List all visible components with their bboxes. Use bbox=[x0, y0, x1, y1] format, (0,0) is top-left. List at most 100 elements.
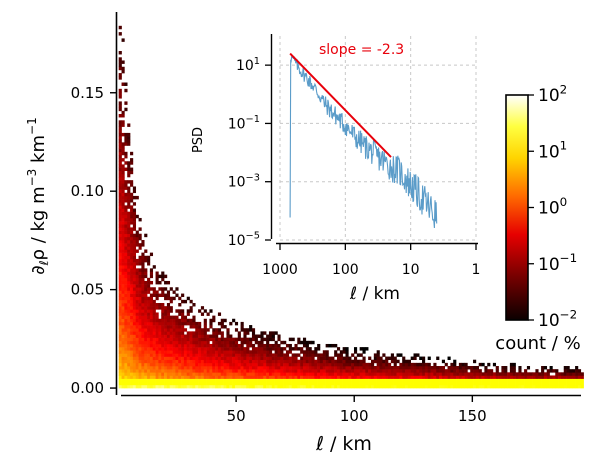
histogram-cell bbox=[223, 378, 227, 383]
histogram-cell bbox=[138, 350, 142, 354]
histogram-cell bbox=[220, 384, 224, 389]
histogram-cell bbox=[118, 151, 122, 156]
histogram-cell bbox=[130, 290, 134, 294]
histogram-cell bbox=[450, 362, 454, 367]
histogram-cell bbox=[283, 356, 287, 361]
histogram-cell bbox=[132, 347, 137, 351]
histogram-cell bbox=[130, 340, 134, 345]
histogram-cell bbox=[130, 315, 134, 320]
inset-fit-annotation: slope = -2.3 bbox=[319, 42, 404, 58]
histogram-cell bbox=[158, 343, 162, 348]
histogram-cell bbox=[121, 296, 125, 301]
histogram-cell bbox=[155, 384, 159, 389]
histogram-cell bbox=[164, 325, 168, 329]
histogram-cell bbox=[257, 369, 261, 373]
histogram-cell bbox=[147, 258, 151, 263]
histogram-cell bbox=[399, 353, 403, 357]
histogram-cell bbox=[223, 359, 227, 364]
histogram-cell bbox=[407, 375, 411, 379]
histogram-cell bbox=[135, 350, 139, 354]
inset-x-tick-label: 100 bbox=[332, 262, 359, 278]
histogram-cell bbox=[124, 233, 128, 238]
histogram-cell bbox=[405, 384, 409, 389]
histogram-cell bbox=[152, 343, 156, 348]
histogram-cell bbox=[189, 331, 193, 335]
histogram-cell bbox=[575, 378, 579, 383]
histogram-cell bbox=[164, 378, 168, 383]
histogram-cell bbox=[206, 375, 210, 379]
histogram-cell bbox=[203, 369, 207, 373]
histogram-cell bbox=[169, 299, 173, 304]
histogram-cell bbox=[189, 334, 193, 338]
histogram-cell bbox=[569, 369, 573, 373]
histogram-cell bbox=[217, 366, 222, 370]
histogram-cell bbox=[147, 347, 151, 351]
histogram-cell bbox=[416, 372, 420, 376]
histogram-cell bbox=[200, 369, 205, 373]
histogram-cell bbox=[268, 381, 273, 386]
histogram-cell bbox=[317, 362, 321, 367]
histogram-cell bbox=[302, 372, 307, 376]
histogram-cell bbox=[118, 343, 122, 348]
histogram-cell bbox=[147, 372, 151, 376]
histogram-cell bbox=[234, 359, 239, 364]
histogram-cell bbox=[166, 343, 171, 348]
histogram-cell bbox=[566, 366, 570, 370]
histogram-cell bbox=[535, 372, 539, 376]
histogram-cell bbox=[223, 325, 227, 329]
histogram-cell bbox=[186, 347, 190, 351]
histogram-cell bbox=[124, 381, 128, 386]
histogram-cell bbox=[149, 299, 154, 304]
histogram-cell bbox=[121, 189, 125, 194]
histogram-cell bbox=[203, 334, 207, 338]
histogram-cell bbox=[192, 318, 196, 323]
histogram-cell bbox=[118, 114, 122, 118]
histogram-cell bbox=[118, 378, 122, 383]
histogram-cell bbox=[183, 384, 188, 389]
histogram-cell bbox=[526, 381, 531, 386]
histogram-cell bbox=[212, 378, 216, 383]
inset-x-tick-label: 10 bbox=[402, 262, 420, 278]
histogram-cell bbox=[132, 318, 137, 323]
histogram-cell bbox=[240, 362, 244, 367]
histogram-cell bbox=[164, 350, 168, 354]
histogram-cell bbox=[226, 369, 230, 373]
histogram-cell bbox=[186, 369, 190, 373]
histogram-cell bbox=[396, 372, 400, 376]
histogram-cell bbox=[175, 384, 179, 389]
histogram-cell bbox=[300, 356, 304, 361]
histogram-cell bbox=[141, 277, 145, 282]
histogram-cell bbox=[481, 372, 485, 376]
histogram-cell bbox=[164, 315, 168, 320]
histogram-cell bbox=[433, 362, 437, 367]
histogram-cell bbox=[144, 325, 148, 329]
histogram-cell bbox=[181, 350, 185, 354]
histogram-cell bbox=[161, 318, 165, 323]
histogram-cell bbox=[124, 284, 128, 288]
histogram-cell bbox=[249, 340, 253, 345]
histogram-cell bbox=[189, 318, 193, 323]
histogram-cell bbox=[118, 350, 122, 354]
histogram-cell bbox=[118, 192, 122, 197]
histogram-cell bbox=[200, 350, 205, 354]
histogram-cell bbox=[124, 321, 128, 326]
histogram-cell bbox=[132, 303, 137, 307]
histogram-cell bbox=[135, 331, 139, 335]
histogram-cell bbox=[577, 372, 582, 376]
histogram-cell bbox=[535, 369, 539, 373]
histogram-cell bbox=[334, 353, 338, 357]
main-x-tick-label: 50 bbox=[227, 407, 246, 425]
histogram-cell bbox=[206, 340, 210, 345]
histogram-cell bbox=[181, 343, 185, 348]
histogram-cell bbox=[232, 369, 236, 373]
histogram-cell bbox=[342, 384, 346, 389]
histogram-cell bbox=[268, 362, 273, 367]
histogram-cell bbox=[155, 381, 159, 386]
histogram-cell bbox=[189, 378, 193, 383]
histogram-cell bbox=[396, 359, 400, 364]
histogram-cell bbox=[178, 343, 182, 348]
histogram-cell bbox=[147, 321, 151, 326]
histogram-cell bbox=[147, 315, 151, 320]
histogram-cell bbox=[149, 381, 154, 386]
histogram-cell bbox=[155, 293, 159, 298]
